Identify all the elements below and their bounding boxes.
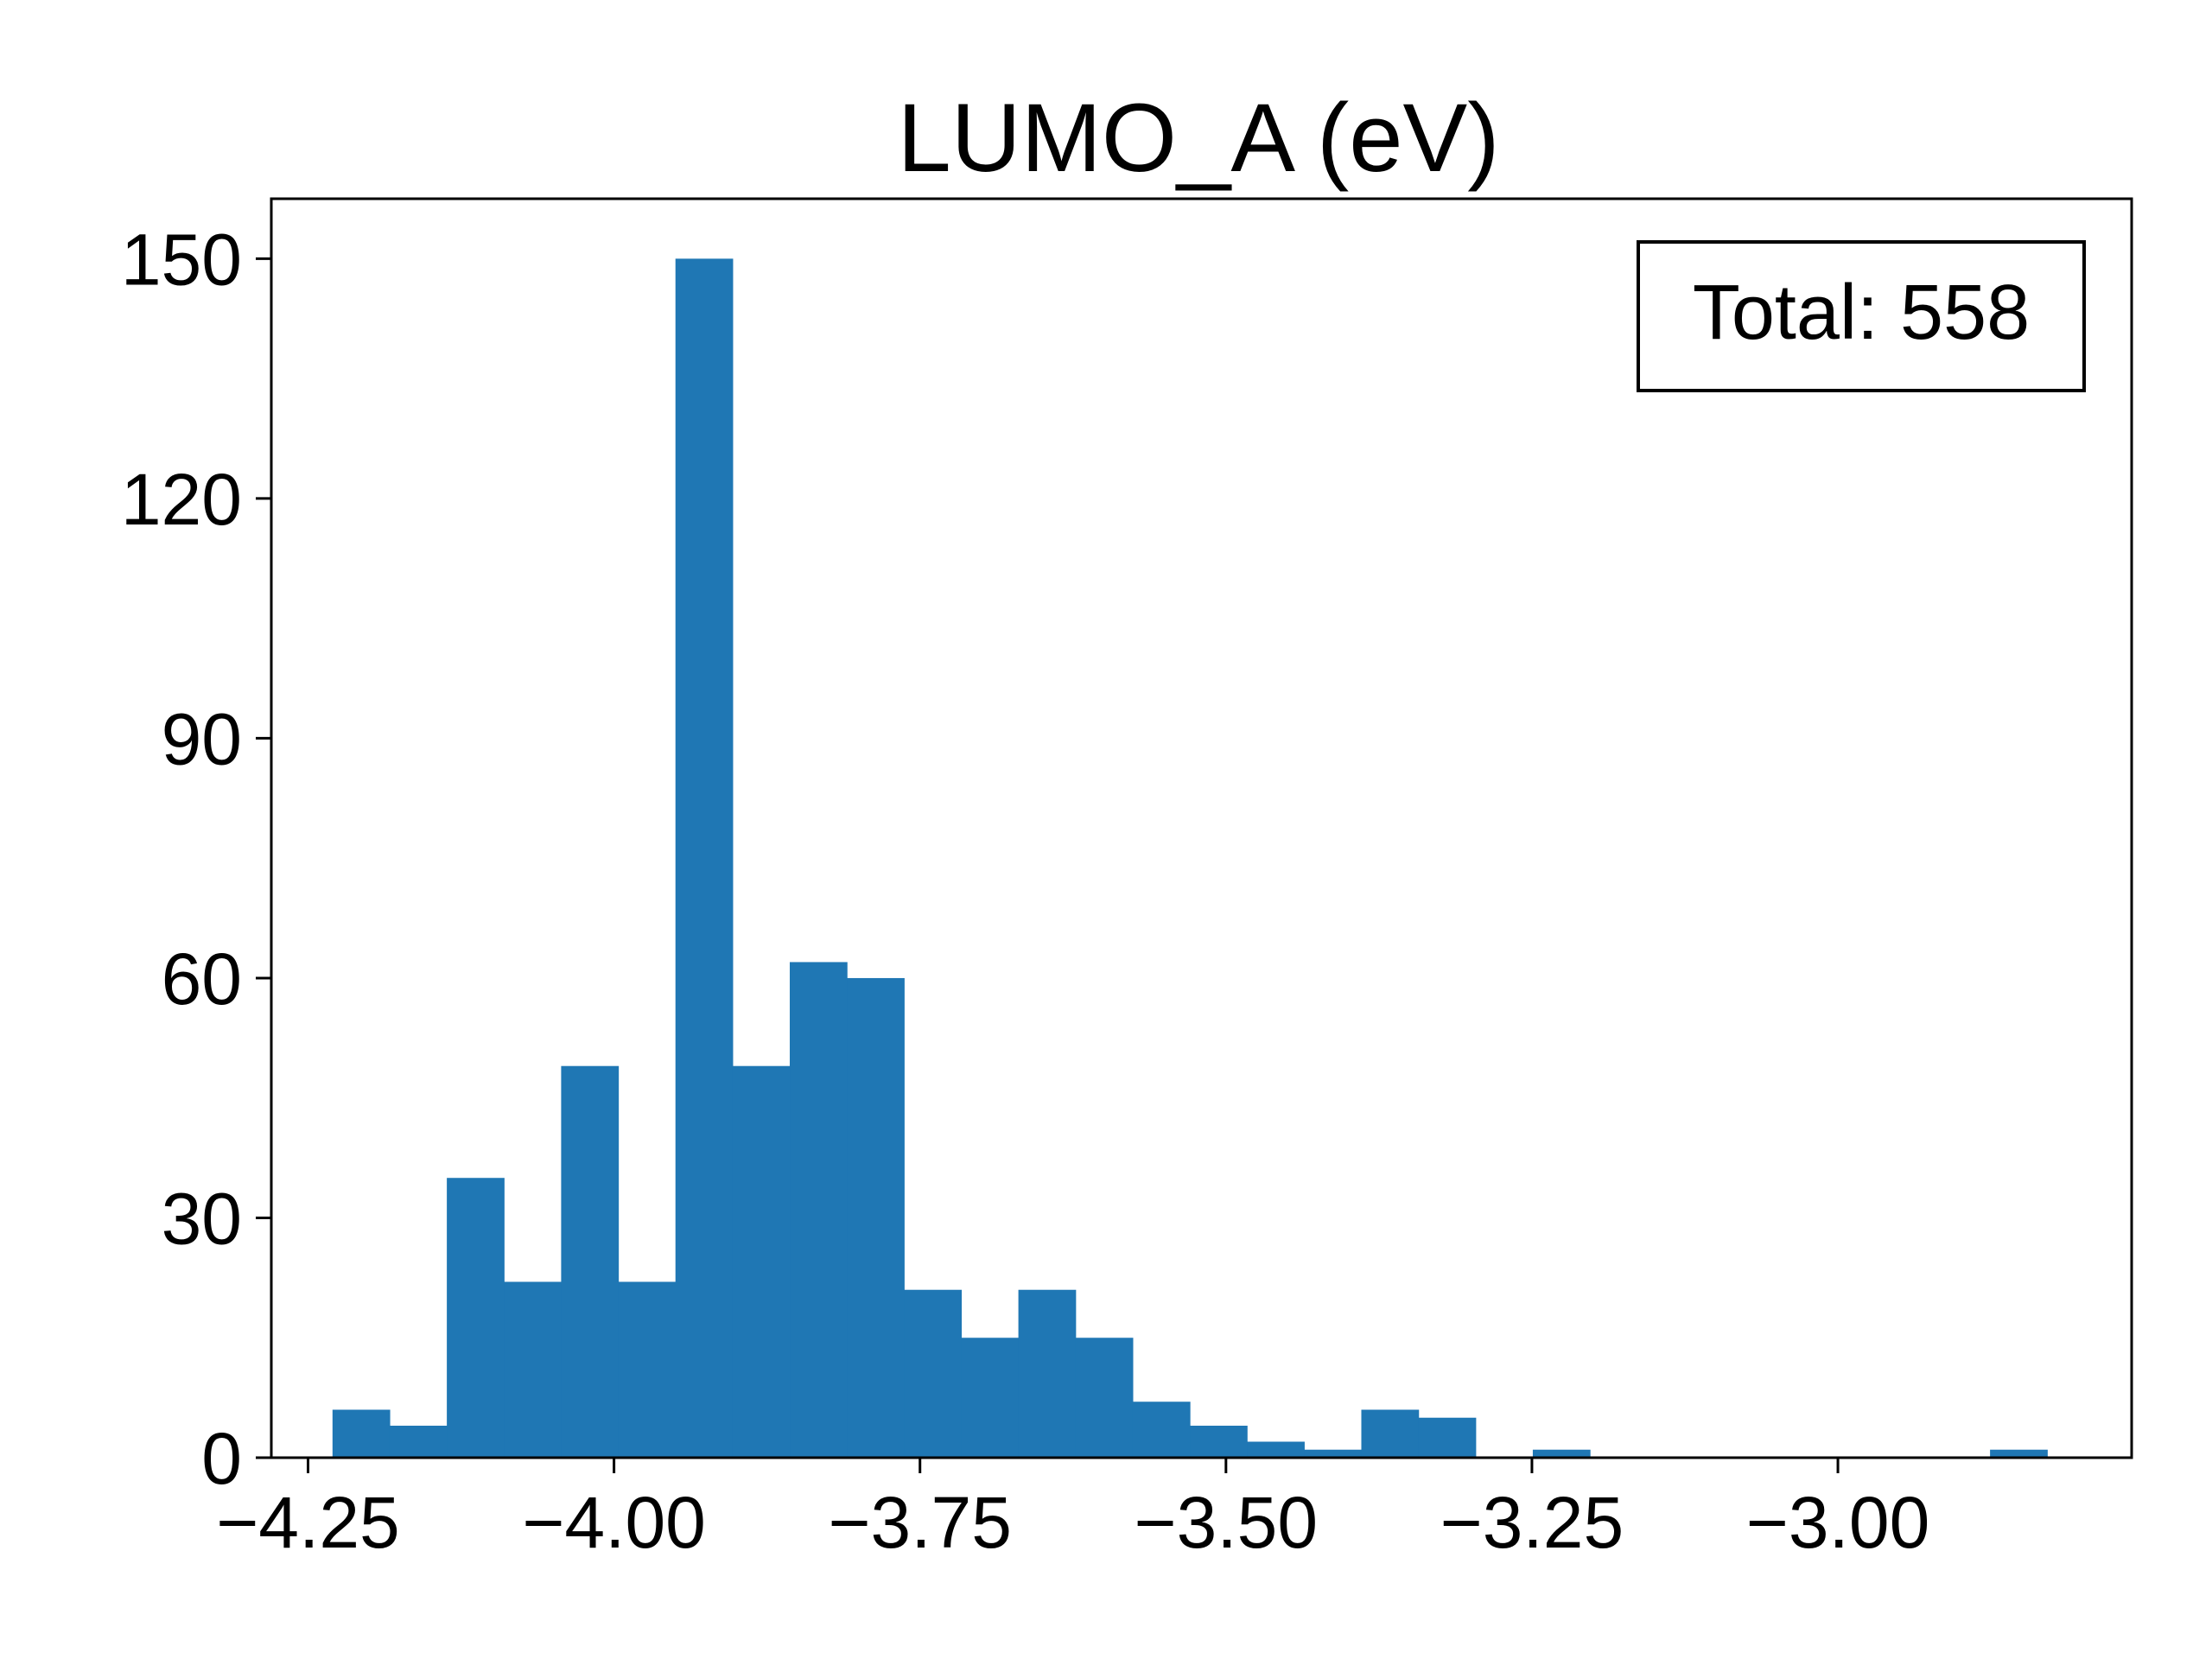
histogram-bar — [1990, 1449, 2048, 1458]
histogram-bar — [904, 1289, 963, 1458]
y-tick-label: 60 — [162, 938, 242, 1020]
histogram-bar — [732, 1065, 791, 1458]
axes-frame — [270, 197, 2133, 1459]
y-tick-label: 120 — [121, 459, 242, 540]
x-tick-label: −3.75 — [828, 1482, 1012, 1563]
histogram-bar — [332, 1409, 391, 1458]
histogram-bars — [332, 258, 2048, 1458]
y-axis: 0 30 60 90 120 150 — [121, 219, 271, 1499]
histogram-bar — [847, 977, 905, 1458]
histogram-bar — [1018, 1289, 1077, 1458]
histogram-bar — [1247, 1441, 1305, 1458]
histogram-bar — [1304, 1449, 1363, 1458]
x-tick-label: −3.50 — [1135, 1482, 1319, 1563]
x-axis: −4.25 −4.00 −3.75 −3.50 −3.25 −3.00 — [216, 1458, 1929, 1563]
histogram-bar — [561, 1065, 620, 1458]
histogram-bar — [618, 1281, 677, 1458]
histogram-bar — [1418, 1417, 1477, 1458]
histogram-bar — [504, 1281, 563, 1458]
histogram-bar — [1075, 1338, 1134, 1458]
histogram-bar — [447, 1178, 505, 1458]
y-tick-label: 90 — [162, 698, 242, 779]
histogram-bar — [790, 962, 848, 1458]
annotation-text: Total: 558 — [1693, 270, 2030, 356]
y-tick-label: 150 — [121, 219, 242, 300]
histogram-bar — [1190, 1425, 1248, 1458]
x-tick-label: −3.00 — [1746, 1482, 1930, 1563]
histogram-bar — [1361, 1409, 1420, 1458]
histogram-bar — [389, 1425, 448, 1458]
y-tick-label: 30 — [162, 1178, 242, 1259]
histogram-bar — [961, 1338, 1020, 1458]
histogram-bar — [1532, 1449, 1591, 1458]
x-tick-label: −4.00 — [522, 1482, 706, 1563]
y-tick-label: 0 — [201, 1418, 242, 1499]
total-annotation: Total: 558 — [1637, 240, 2086, 392]
x-tick-label: −3.25 — [1440, 1482, 1624, 1563]
histogram-bar — [1132, 1402, 1191, 1458]
histogram-bar — [675, 258, 734, 1458]
annotation-frame — [1637, 240, 2086, 392]
chart-title: LUMO_A (eV) — [897, 84, 1499, 192]
x-tick-label: −4.25 — [216, 1482, 400, 1563]
